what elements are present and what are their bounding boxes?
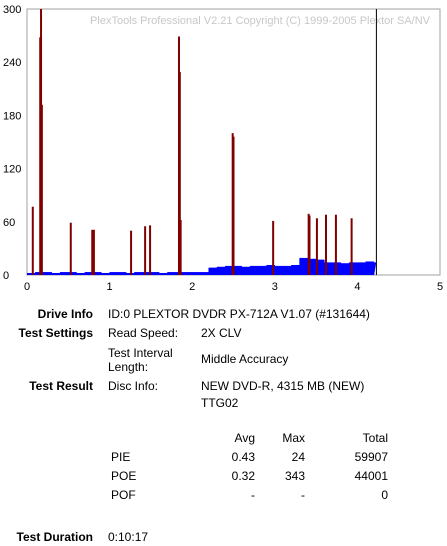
x-tick-label: 2: [189, 281, 195, 293]
x-tick-label: 0: [24, 281, 30, 293]
value: TTG02: [201, 396, 239, 410]
y-tick-label: 180: [3, 110, 21, 122]
x-tick-label: 4: [354, 281, 360, 293]
row-label: POF: [111, 488, 136, 502]
table-cell: -: [301, 488, 305, 502]
table-cell: 44001: [354, 469, 388, 483]
row-label: POE: [111, 469, 137, 483]
value: Read Speed:: [108, 326, 179, 340]
label: Test Result: [29, 379, 93, 393]
label: Test Duration: [16, 530, 93, 544]
x-tick-label: 1: [107, 281, 113, 293]
y-tick-label: 0: [3, 270, 9, 282]
table-header: Total: [362, 431, 388, 445]
label: Test Settings: [18, 326, 93, 340]
value: Disc Info:: [108, 379, 159, 393]
x-tick-label: 5: [437, 281, 443, 293]
y-tick-label: 240: [3, 57, 21, 69]
table-cell: 0.32: [231, 469, 255, 483]
row-label: PIE: [111, 450, 131, 464]
value: 0:10:17: [108, 530, 149, 544]
table-cell: 59907: [354, 450, 388, 464]
label: Drive Info: [37, 307, 93, 321]
y-tick-label: 60: [3, 217, 15, 229]
y-tick-label: 120: [3, 164, 21, 176]
table-cell: 343: [284, 469, 305, 483]
x-tick-label: 3: [272, 281, 278, 293]
table-header: Avg: [234, 431, 255, 445]
value: Middle Accuracy: [201, 352, 289, 366]
value: 2X CLV: [201, 326, 242, 340]
value: Test Interval Length:: [108, 346, 173, 374]
value: ID:0 PLEXTOR DVDR PX-712A V1.07 (#131644…: [108, 307, 370, 321]
table-cell: -: [251, 488, 255, 502]
chart: PlexTools Professional V2.21 Copyright (…: [3, 4, 443, 293]
y-tick-label: 300: [3, 4, 21, 16]
pie-area: [27, 257, 377, 275]
watermark: PlexTools Professional V2.21 Copyright (…: [90, 15, 431, 27]
table-cell: 24: [291, 450, 305, 464]
value: NEW DVD-R, 4315 MB (NEW): [201, 379, 365, 393]
table-cell: 0.43: [231, 450, 255, 464]
table-cell: 0: [381, 488, 388, 502]
table-header: Max: [282, 431, 305, 445]
